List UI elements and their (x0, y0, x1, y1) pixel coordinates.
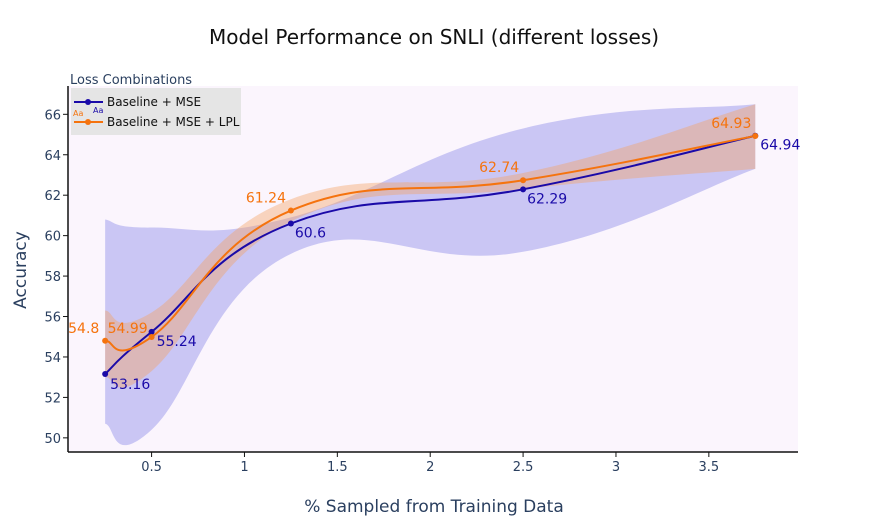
confidence-band-0 (105, 104, 756, 446)
legend-marker-1 (85, 119, 91, 125)
x-tick-label: 1.5 (327, 460, 348, 475)
y-tick-label: 58 (44, 270, 61, 285)
points-layer (102, 132, 759, 377)
data-label: 55.24 (157, 334, 197, 350)
data-point[interactable] (148, 333, 155, 340)
x-tick-label: 3.5 (698, 460, 719, 475)
y-tick-label: 64 (44, 149, 61, 164)
legend-text-marker-a: Aa (73, 109, 83, 118)
x-axis-title: % Sampled from Training Data (304, 497, 564, 517)
legend-label-1: Baseline + MSE + LPL (107, 115, 240, 129)
y-tick-label: 56 (44, 311, 61, 326)
y-tick-label: 50 (44, 432, 61, 447)
legend-item-0[interactable]: Baseline + MSE (74, 95, 201, 109)
x-tick-label: 3 (612, 460, 620, 475)
legend-item-1[interactable]: Baseline + MSE + LPL (74, 115, 240, 129)
data-point[interactable] (287, 207, 294, 214)
data-point[interactable] (102, 370, 109, 377)
legend-background (71, 88, 241, 135)
x-tick-label: 2 (426, 460, 434, 475)
data-label: 60.6 (295, 226, 326, 242)
data-point[interactable] (148, 328, 155, 335)
y-tick-label: 66 (44, 108, 61, 123)
x-ticks: 0.5 1 1.5 2 2.5 3 3.5 (141, 452, 719, 475)
legend-marker-0 (85, 99, 91, 105)
legend: Loss Combinations Baseline + MSE Baselin… (70, 73, 241, 135)
y-tick-label: 52 (44, 391, 61, 406)
data-point[interactable] (752, 132, 759, 139)
data-label: 64.94 (760, 138, 800, 154)
y-axis-title: Accuracy (11, 231, 31, 309)
data-labels: 53.16 55.24 60.6 62.29 64.94 54.8 54.99 61.24 62… (68, 116, 800, 393)
data-point[interactable] (520, 186, 527, 193)
data-label: 62.74 (479, 160, 519, 176)
data-label: 53.16 (110, 377, 150, 393)
data-label: 61.24 (246, 191, 286, 207)
data-point[interactable] (520, 177, 527, 184)
data-point[interactable] (287, 220, 294, 227)
legend-label-0: Baseline + MSE (107, 95, 201, 109)
legend-text-marker-b: Aa (93, 106, 103, 115)
plot-background (68, 86, 798, 452)
y-tick-label: 60 (44, 230, 61, 245)
data-label: 54.99 (108, 321, 148, 337)
x-tick-label: 2.5 (513, 460, 534, 475)
x-tick-label: 0.5 (141, 460, 162, 475)
legend-title: Loss Combinations (70, 73, 192, 88)
data-label: 62.29 (527, 191, 567, 207)
data-label: 64.93 (711, 116, 751, 132)
data-label: 54.8 (68, 321, 99, 337)
y-ticks: 50 52 54 56 58 60 62 64 66 (44, 108, 68, 447)
x-tick-label: 1 (240, 460, 248, 475)
y-tick-label: 62 (44, 189, 61, 204)
chart-title: Model Performance on SNLI (different los… (209, 25, 659, 49)
y-tick-label: 54 (44, 351, 61, 366)
data-point[interactable] (102, 337, 109, 344)
